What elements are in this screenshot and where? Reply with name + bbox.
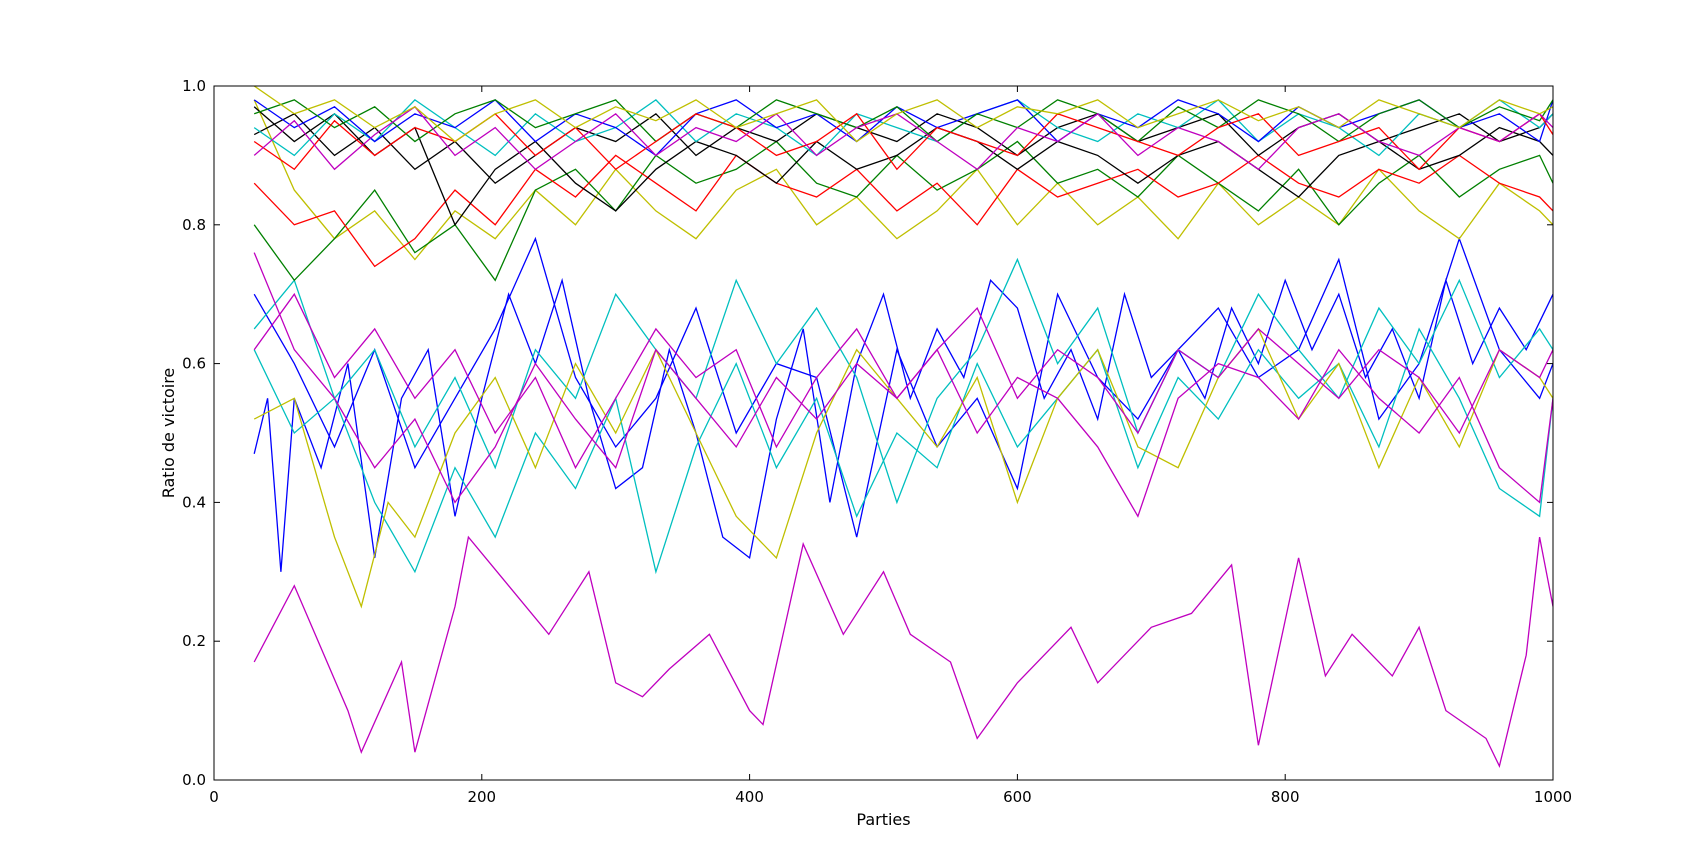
y-tick-label: 0.8	[182, 216, 206, 234]
x-axis-label: Parties	[856, 810, 910, 829]
y-tick-label: 0.0	[182, 771, 206, 789]
x-tick-label: 400	[735, 788, 764, 806]
series-line-4	[253, 257, 1553, 505]
series-line-14	[253, 99, 1553, 157]
x-tick-label: 600	[1003, 788, 1032, 806]
series-line-7	[253, 292, 1553, 470]
series-layer	[253, 86, 1553, 769]
series-line-1	[253, 277, 1553, 572]
series-line-12	[253, 106, 1553, 227]
series-line-18	[253, 86, 1553, 143]
x-tick-label: 200	[467, 788, 496, 806]
y-tick-label: 0.4	[182, 493, 206, 511]
series-line-10	[253, 154, 1553, 268]
plot-frame	[213, 85, 1554, 781]
series-line-2	[253, 236, 1553, 538]
y-tick-label: 0.2	[182, 632, 206, 650]
y-tick-label: 1.0	[182, 77, 206, 95]
y-axis-label: Ratio de victoire	[159, 368, 178, 499]
series-line-0	[253, 535, 1553, 769]
series-line-17	[253, 105, 1553, 171]
ticks-layer: 0 200 400 600 800 1000 0.0 0.2 0.4 0.6 0.8 1.0	[182, 77, 1572, 806]
x-tick-label: 1000	[1534, 788, 1572, 806]
y-tick-label: 0.6	[182, 355, 206, 373]
x-tick-label: 0	[209, 788, 219, 806]
series-line-8	[253, 99, 1553, 261]
series-line-9	[253, 140, 1553, 282]
x-tick-label: 800	[1271, 788, 1300, 806]
